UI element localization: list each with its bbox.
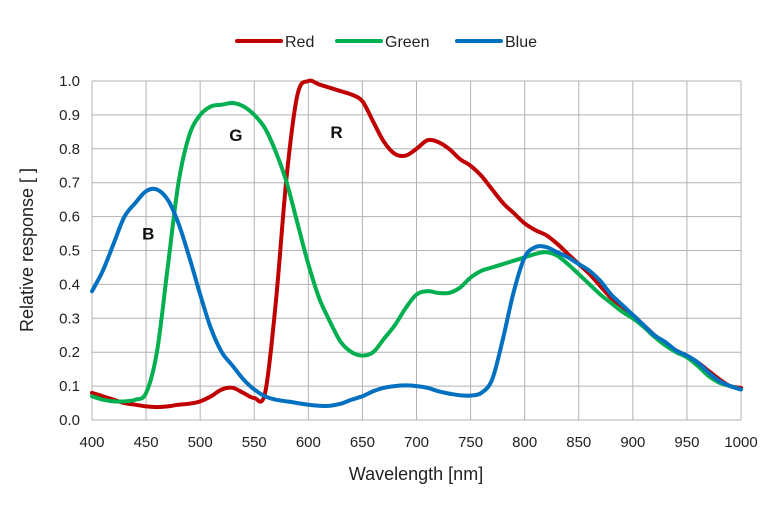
x-tick-label: 900 — [620, 434, 645, 451]
curve-annotations: B G R — [142, 123, 342, 244]
y-tick-label: 0.1 — [59, 378, 80, 395]
y-tick-label: 0.6 — [59, 209, 80, 226]
x-tick-label: 700 — [404, 434, 429, 451]
y-axis-label: Relative response [ ] — [17, 168, 37, 332]
y-tick-label: 0.4 — [59, 276, 80, 293]
series-line-blue — [90, 186, 743, 408]
curve-annotation-b: B — [142, 225, 154, 244]
x-tick-label: 950 — [674, 434, 699, 451]
curve-annotation-r: R — [330, 123, 342, 142]
y-tick-labels: 0.0 0.1 0.2 0.3 0.4 0.5 0.6 0.7 0.8 0.9 1.0 — [59, 73, 80, 429]
legend: Red Green Blue — [235, 34, 537, 51]
y-tick-label: 0.2 — [59, 344, 80, 361]
legend-label-blue: Blue — [505, 34, 537, 51]
y-tick-label: 0.0 — [59, 412, 80, 429]
y-tick-label: 0.7 — [59, 175, 80, 192]
x-axis-label: Wavelength [nm] — [349, 464, 483, 484]
y-tick-label: 0.9 — [59, 107, 80, 124]
legend-label-red: Red — [285, 34, 314, 51]
x-tick-label: 450 — [134, 434, 159, 451]
x-tick-label: 850 — [566, 434, 591, 451]
x-tick-labels: 400 450 500 550 600 650 700 750 800 850 900 950 1000 — [79, 434, 757, 451]
x-tick-label: 800 — [512, 434, 537, 451]
series-line-green — [90, 100, 743, 404]
x-tick-label: 400 — [79, 434, 104, 451]
y-tick-label: 0.5 — [59, 243, 80, 260]
x-tick-label: 1000 — [724, 434, 757, 451]
grid — [91, 80, 742, 421]
y-tick-label: 0.3 — [59, 310, 80, 327]
legend-label-green: Green — [385, 34, 429, 51]
y-tick-label: 1.0 — [59, 73, 80, 90]
x-tick-label: 750 — [458, 434, 483, 451]
y-tick-label: 0.8 — [59, 141, 80, 158]
curve-annotation-g: G — [229, 126, 242, 145]
x-tick-label: 600 — [296, 434, 321, 451]
series-lines — [90, 78, 743, 410]
x-tick-label: 500 — [188, 434, 213, 451]
x-tick-label: 550 — [242, 434, 267, 451]
x-tick-label: 650 — [350, 434, 375, 451]
